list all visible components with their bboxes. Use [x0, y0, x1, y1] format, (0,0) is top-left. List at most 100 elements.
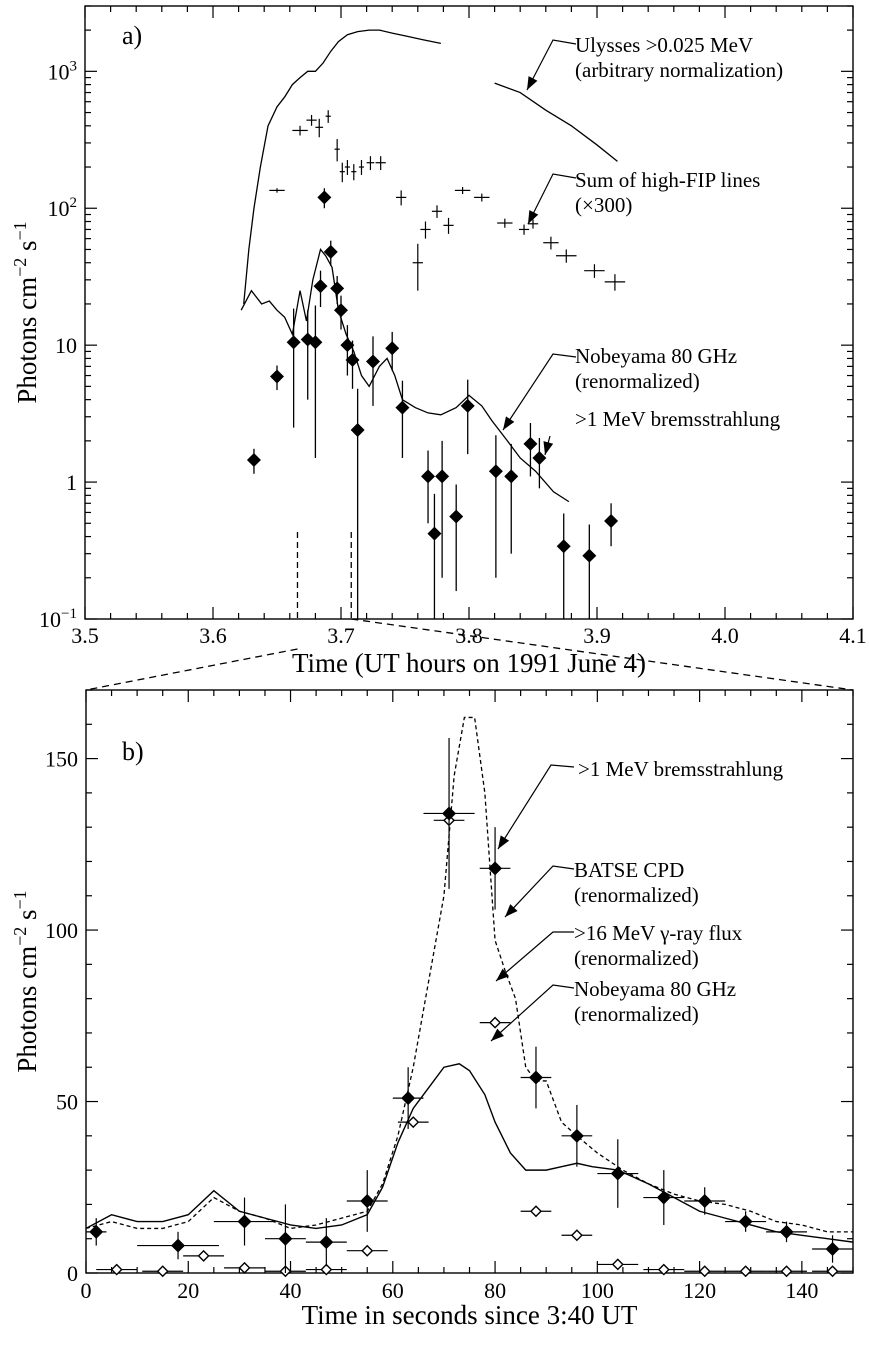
brems-marker-b: [89, 1224, 104, 1239]
batse-line: [86, 716, 853, 1233]
brems-point-b: [346, 1170, 388, 1232]
y-axis-title-part: −2: [10, 927, 30, 946]
annotation-arrow-b-1: [497, 764, 575, 850]
y-axis-title-b: Photons cm−2 s−1: [10, 890, 42, 1072]
gamma-marker: [197, 1249, 210, 1262]
gamma-marker: [238, 1261, 251, 1274]
y-axis-title-part: −1: [10, 890, 30, 909]
high-fip-point: [543, 236, 559, 250]
brems-marker-a: [582, 548, 597, 563]
brems-point-a: [427, 493, 442, 619]
annotation-arrow-b-2-head: [505, 904, 518, 917]
annotation-arrow-b-3-line: [495, 931, 574, 982]
high-fip-point: [396, 190, 407, 206]
x-tick-label-a: 3.6: [199, 623, 227, 648]
high-fip-point: [306, 114, 317, 126]
annotation-arrow-b-1-line: [497, 764, 575, 850]
y-tick-label-a: 103: [48, 58, 78, 84]
brems-marker-a: [350, 423, 365, 438]
y-tick-label-b: 100: [45, 918, 78, 943]
y-tick-label-exp: 3: [70, 58, 78, 74]
gamma-marker: [739, 1265, 752, 1278]
brems-point-b: [479, 827, 511, 910]
annotation-a-2: Sum of high-FIP lines: [575, 168, 760, 192]
gamma-point: [96, 1263, 138, 1276]
brems-point-b: [423, 738, 475, 889]
annotation-b-2: BATSE CPD: [574, 858, 684, 882]
brems-point-b: [597, 1139, 639, 1208]
brems-marker-a: [300, 332, 315, 347]
annotation-b-3: (renormalized): [574, 946, 699, 970]
gamma-marker: [407, 1116, 420, 1129]
y-tick-label-exp: 2: [70, 195, 78, 211]
annotation-arrow-b-4: [490, 984, 575, 1042]
x-tick-label-b: 120: [683, 1278, 716, 1303]
brems-marker-a: [604, 513, 619, 528]
gamma-point: [183, 1249, 225, 1262]
high-fip-point: [443, 217, 454, 234]
x-tick-label-b: 60: [382, 1278, 404, 1303]
brems-marker-a: [385, 341, 400, 356]
annotation-b-2: (renormalized): [574, 883, 699, 907]
high-fip-point: [518, 224, 530, 235]
gamma-point: [142, 1265, 184, 1278]
brems-marker-a: [427, 526, 442, 541]
gamma-point: [520, 1205, 552, 1218]
y-tick-label-base: 10: [48, 59, 70, 84]
annotation-arrow-a-3-head: [503, 416, 515, 430]
brems-marker-a: [345, 352, 360, 367]
annotation-b-4: Nobeyama 80 GHz: [574, 977, 736, 1001]
x-tick-label-a: 3.7: [327, 623, 355, 648]
high-fip-point: [420, 221, 431, 239]
annotation-a-3: Nobeyama 80 GHz: [575, 344, 737, 368]
y-tick-label-b: 50: [56, 1090, 78, 1115]
brems-point-a: [504, 443, 519, 554]
brems-point-a: [395, 380, 410, 458]
annotation-arrow-a-1-head: [527, 76, 538, 90]
high-fip-point: [454, 186, 471, 195]
annotation-arrow-a-2-line: [527, 173, 577, 225]
ulysses-line: [494, 82, 618, 162]
brems-point-a: [270, 365, 284, 391]
gamma-point: [597, 1258, 639, 1271]
annotation-arrow-b-2-line: [504, 865, 575, 918]
brems-marker-b: [569, 1128, 584, 1143]
brems-marker-a: [323, 244, 338, 259]
high-fip-point: [315, 118, 324, 138]
gamma-point: [224, 1261, 265, 1274]
brems-marker-b: [319, 1235, 334, 1250]
brems-marker-b: [697, 1193, 712, 1208]
brems-marker-a: [330, 281, 345, 296]
y-tick-label-a: 102: [48, 195, 78, 221]
y-tick-label-a: 1: [66, 470, 77, 495]
gamma-marker: [110, 1263, 123, 1276]
brems-point-a: [532, 437, 547, 489]
brems-marker-a: [334, 303, 348, 318]
brems-marker-a: [246, 452, 261, 467]
annotation-arrow-a-1-line: [526, 39, 577, 91]
brems-marker-a: [308, 335, 323, 350]
annotation-arrow-b-4-line: [490, 984, 575, 1042]
gamma-marker: [529, 1205, 542, 1218]
brems-point-a: [523, 423, 538, 477]
gamma-point: [812, 1265, 853, 1278]
brems-point-b: [213, 1197, 276, 1246]
annotation-arrow-a-4-head: [543, 441, 554, 455]
brems-point-a: [300, 310, 315, 400]
y-tick-label-b: 0: [67, 1261, 78, 1286]
brems-point-a: [340, 325, 355, 376]
zoom-connector-right: [351, 618, 854, 691]
gamma-point: [561, 1229, 593, 1242]
brems-point-b: [643, 1170, 685, 1225]
brems-marker-b: [825, 1242, 840, 1256]
brems-marker-b: [401, 1091, 416, 1106]
brems-point-b: [725, 1211, 767, 1232]
brems-point-a: [330, 275, 345, 304]
annotation-arrow-b-3-head: [496, 968, 510, 981]
high-fip-point: [351, 164, 357, 181]
gamma-point: [643, 1263, 685, 1276]
annotation-arrow-a-3-line: [502, 353, 577, 431]
brems-marker-a: [532, 450, 547, 465]
